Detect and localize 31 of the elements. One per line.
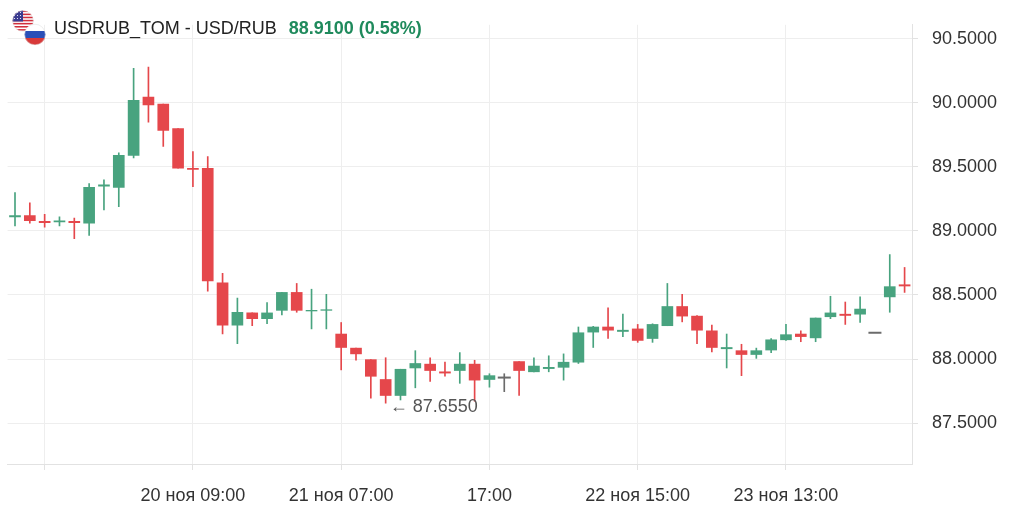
y-tick-label: 88.5000 [932, 283, 998, 304]
candlestick [409, 350, 422, 389]
annotation: ← 87.6550 [389, 396, 478, 417]
candlestick [839, 301, 852, 325]
candlestick [602, 307, 614, 339]
y-tick-label: 88.0000 [932, 347, 998, 368]
x-tick-label: 23 ноя 13:00 [733, 484, 839, 505]
candlestick [854, 296, 866, 323]
candlestick [587, 326, 600, 348]
y-tick-label: 87.5000 [932, 411, 998, 432]
chart-title: USDRUB_TOM - USD/RUB [54, 17, 277, 39]
x-tick-label: 21 ноя 07:00 [288, 484, 394, 505]
x-tick-label: 22 ноя 15:00 [585, 484, 691, 505]
candlestick [542, 355, 555, 373]
candlestick [883, 254, 896, 313]
y-tick-label: 89.5000 [932, 155, 998, 176]
candlestick [424, 357, 436, 382]
x-tick-label: 17:00 [466, 484, 512, 505]
candlestick [497, 373, 511, 392]
candlestick [9, 192, 21, 227]
y-tick-label: 90.0000 [932, 91, 998, 112]
candlestick [617, 313, 629, 337]
chart-subtitle: 88.9100 (0.58%) [288, 17, 422, 39]
candlestick [453, 352, 466, 384]
candlestick [439, 361, 451, 377]
x-tick-label: 20 ноя 09:00 [140, 484, 246, 505]
y-tick-label: 89.0000 [932, 219, 998, 240]
candlestick [187, 151, 199, 188]
candlestick [24, 202, 36, 224]
candlestick [68, 217, 81, 239]
y-tick-label: 90.5000 [932, 27, 998, 48]
